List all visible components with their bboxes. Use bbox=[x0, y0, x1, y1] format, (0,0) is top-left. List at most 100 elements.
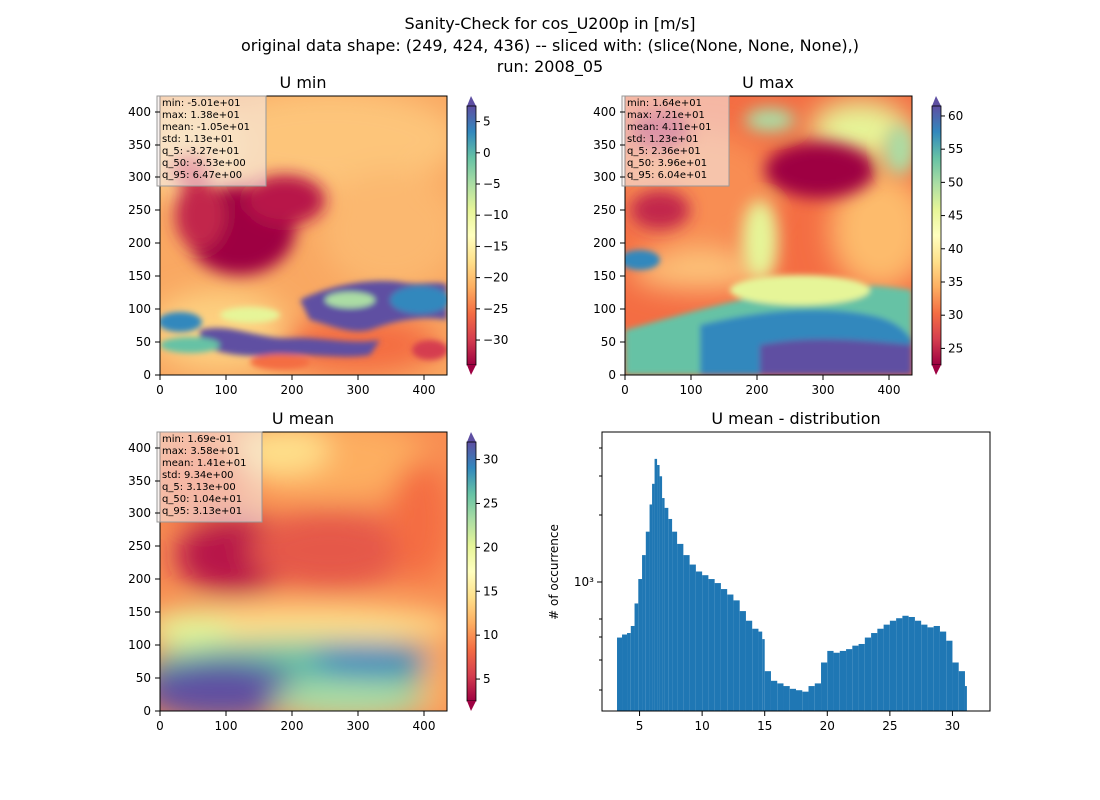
histogram-bar bbox=[783, 686, 790, 711]
histogram-bar bbox=[821, 662, 828, 711]
stat-line: min: 1.64e+01 bbox=[627, 98, 702, 109]
histogram-bar bbox=[758, 631, 763, 711]
y-tick-label: 100 bbox=[128, 302, 151, 316]
histogram-bar bbox=[668, 518, 673, 711]
x-tick-label: 15 bbox=[757, 719, 772, 733]
y-tick-label: 50 bbox=[136, 671, 151, 685]
histogram-bar bbox=[762, 639, 765, 711]
histogram-bar bbox=[952, 662, 959, 711]
panel-u-min: U min bbox=[128, 73, 508, 397]
stat-line: q_95: 6.04e+01 bbox=[627, 170, 707, 181]
colorbar-tick-label: 45 bbox=[948, 209, 963, 223]
colorbar-tick-label: −10 bbox=[483, 208, 508, 222]
histogram-bar bbox=[833, 652, 840, 711]
histogram-bar bbox=[789, 688, 796, 711]
y-axis: 0 50 100 150 200 250 300 350 400 bbox=[593, 105, 625, 382]
colorbar-tick-label: 55 bbox=[948, 142, 963, 156]
histogram-bar bbox=[739, 611, 746, 711]
stat-line: q_50: -9.53e+00 bbox=[162, 158, 246, 169]
colorbar-tick-label: 5 bbox=[483, 115, 491, 129]
histogram-bar bbox=[708, 579, 715, 711]
colorbar-tick-label: 10 bbox=[483, 628, 498, 642]
colorbar-tick-label: 15 bbox=[483, 584, 498, 598]
histogram-y-axis: 10³ bbox=[574, 447, 602, 691]
stat-line: q_5: 2.36e+01 bbox=[627, 146, 701, 157]
histogram-bar bbox=[649, 504, 653, 711]
y-axis: 0 50 100 150 200 250 300 350 400 bbox=[128, 441, 160, 718]
x-tick-label: 400 bbox=[878, 383, 901, 397]
histogram-bar bbox=[638, 579, 643, 711]
y-tick-label: 200 bbox=[593, 236, 616, 250]
y-tick-label: 150 bbox=[128, 269, 151, 283]
histogram-bar bbox=[630, 625, 635, 711]
x-tick-label: 200 bbox=[746, 383, 769, 397]
y-tick-label: 0 bbox=[143, 368, 151, 382]
panel-u-mean: U mean min: 1.69e-01 ma bbox=[128, 409, 498, 733]
stat-line: min: 1.69e-01 bbox=[162, 434, 232, 445]
histogram-bar bbox=[908, 616, 915, 711]
histogram-bar bbox=[877, 628, 884, 711]
histogram-bar bbox=[933, 625, 940, 711]
histogram-bar bbox=[958, 671, 965, 711]
histogram-bar bbox=[846, 649, 853, 711]
stat-line: std: 1.23e+01 bbox=[627, 134, 699, 145]
y-tick-label: 100 bbox=[128, 638, 151, 652]
colorbar-tick-label: 5 bbox=[483, 672, 491, 686]
histogram-bar bbox=[858, 643, 865, 711]
stat-line: mean: 4.11e+01 bbox=[627, 122, 711, 133]
colorbar-u-min: 5 0 −5 −10 −15 −20 −25 −30 bbox=[466, 96, 508, 375]
x-tick-label: 100 bbox=[215, 383, 238, 397]
histogram-bar bbox=[808, 686, 815, 711]
panel-u-max: U max bbox=[593, 73, 963, 397]
y-tick-label: 350 bbox=[593, 138, 616, 152]
histogram-bar bbox=[852, 645, 859, 711]
y-tick-label: 0 bbox=[143, 704, 151, 718]
histogram-bar bbox=[642, 555, 646, 711]
stat-line: q_95: 3.13e+01 bbox=[162, 506, 242, 517]
y-tick-label: 300 bbox=[128, 170, 151, 184]
histogram-bar bbox=[871, 633, 878, 711]
histogram-bar bbox=[864, 637, 872, 711]
histogram-bar bbox=[764, 671, 771, 711]
stat-line: max: 1.38e+01 bbox=[162, 110, 240, 121]
x-tick-label: 400 bbox=[413, 383, 436, 397]
x-tick-label: 25 bbox=[882, 719, 897, 733]
histogram-bar bbox=[914, 620, 922, 711]
stats-box: min: 1.64e+01 max: 7.21e+01 mean: 4.11e+… bbox=[621, 95, 730, 187]
colorbar-tick-label: 25 bbox=[948, 341, 963, 355]
y-tick-label: 100 bbox=[593, 302, 616, 316]
y-tick-label: 200 bbox=[128, 236, 151, 250]
histogram-bar bbox=[645, 531, 650, 711]
histogram-bar bbox=[802, 691, 809, 711]
colorbar-tick-label: 25 bbox=[483, 496, 498, 510]
histogram-bar bbox=[733, 600, 740, 711]
histogram-bar bbox=[714, 583, 721, 711]
histogram-y-label: # of occurrence bbox=[547, 524, 561, 620]
y-tick-label: 150 bbox=[593, 269, 616, 283]
histogram-x-axis: 5 10 15 20 25 30 bbox=[636, 711, 960, 733]
histogram-bar bbox=[662, 498, 665, 711]
histogram-bar bbox=[964, 686, 967, 711]
histogram-bar bbox=[617, 637, 623, 711]
histogram-bar bbox=[745, 620, 753, 711]
heatmap-u-min bbox=[160, 96, 447, 375]
x-tick-label: 20 bbox=[820, 719, 835, 733]
figure-title-line2: original data shape: (249, 424, 436) -- … bbox=[241, 36, 859, 55]
stat-line: mean: -1.05e+01 bbox=[162, 122, 250, 133]
panel-distribution: U mean - distribution 5 10 15 20 25 30 10³ # … bbox=[547, 409, 991, 733]
stat-line: std: 1.13e+01 bbox=[162, 134, 234, 145]
panel-title: U min bbox=[280, 73, 327, 92]
histogram-bar bbox=[777, 683, 784, 711]
x-tick-label: 300 bbox=[347, 383, 370, 397]
histogram-bar bbox=[946, 640, 953, 711]
colorbar-tick-label: −20 bbox=[483, 271, 508, 285]
panel-title: U mean bbox=[272, 409, 334, 428]
histogram-bar bbox=[672, 531, 678, 711]
y-tick-label: 400 bbox=[128, 441, 151, 455]
y-tick-label: 300 bbox=[128, 506, 151, 520]
y-tick-label: 350 bbox=[128, 138, 151, 152]
plot-frame bbox=[159, 431, 448, 712]
stat-line: q_50: 3.96e+01 bbox=[627, 158, 707, 169]
y-tick-label: 250 bbox=[593, 203, 616, 217]
y-tick-label: 250 bbox=[128, 203, 151, 217]
